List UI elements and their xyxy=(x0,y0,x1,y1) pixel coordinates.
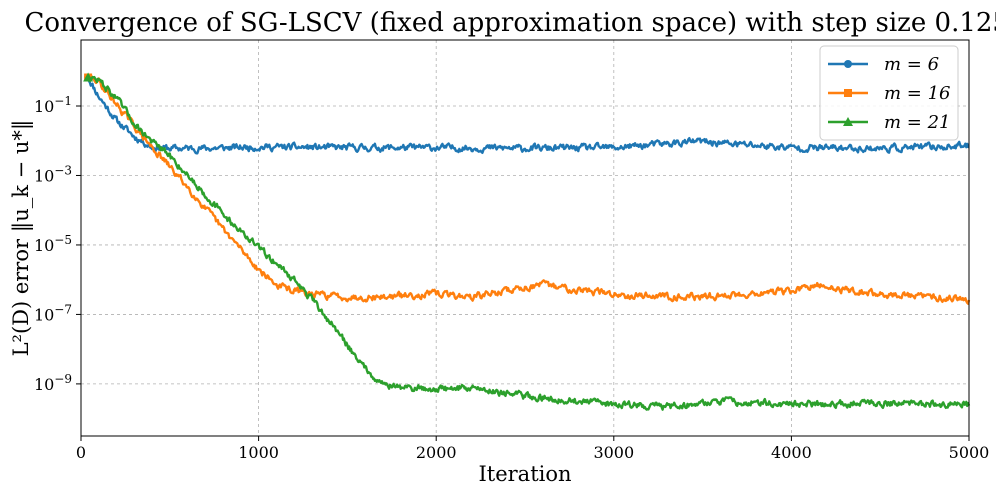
y-tick-label: 10−7 xyxy=(34,302,72,324)
axis-ticks: 0 1000 2000 3000 4000 5000 10−1 10−3 10−5 10−7 10−… xyxy=(34,94,989,462)
legend-swatch-marker xyxy=(843,117,853,126)
series-line-1 xyxy=(86,78,970,155)
chart-title: Convergence of SG-LSCV (fixed approximat… xyxy=(25,8,996,38)
y-tick-label: 10−5 xyxy=(34,233,72,255)
series-lines xyxy=(83,72,971,411)
legend-swatch-marker xyxy=(844,60,852,68)
y-tick-label: 10−3 xyxy=(34,163,72,185)
y-tick-label: 10−1 xyxy=(34,94,72,116)
x-tick-label: 4000 xyxy=(771,443,812,462)
y-tick-label: 10−9 xyxy=(34,372,72,394)
series-line-3 xyxy=(87,75,971,411)
legend-swatch-marker xyxy=(844,89,852,97)
x-axis-label: Iteration xyxy=(478,462,571,486)
x-tick-label: 3000 xyxy=(593,443,634,462)
series-start-marker xyxy=(83,72,94,82)
x-tick-label: 5000 xyxy=(949,443,990,462)
x-tick-label: 2000 xyxy=(416,443,457,462)
series-line-2 xyxy=(86,75,971,305)
x-tick-label: 1000 xyxy=(238,443,279,462)
y-axis-label: L²(D) error ‖u_k − u*‖ xyxy=(9,120,34,357)
legend-label: m = 6 xyxy=(884,54,939,75)
legend: m = 6 m = 16 m = 21 xyxy=(819,45,959,141)
legend-label: m = 21 xyxy=(884,112,951,133)
legend-label: m = 16 xyxy=(884,83,951,104)
x-tick-label: 0 xyxy=(76,443,86,462)
legend-box xyxy=(819,45,959,141)
plot-area-frame xyxy=(80,39,970,437)
